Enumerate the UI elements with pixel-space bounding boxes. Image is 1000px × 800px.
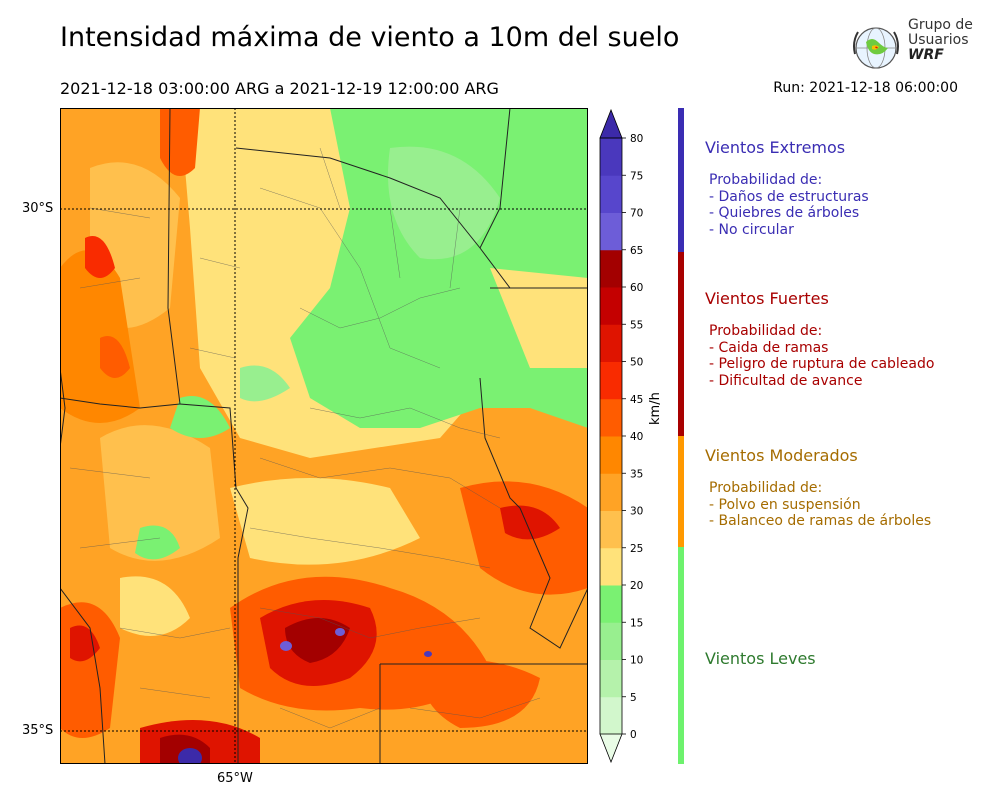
desc-line: Probabilidad de: [709, 480, 823, 496]
colorbar-segment [600, 138, 622, 176]
colorbar-segment [600, 287, 622, 325]
category-desc-fuertes: Probabilidad de: - Caida de ramas - Peli… [709, 323, 934, 389]
colorbar-tick-label: 15 [630, 617, 643, 629]
colorbar-tick-label: 35 [630, 468, 643, 480]
colorbar-tick-label: 0 [630, 729, 637, 741]
lat-label-35s: 35°S [22, 723, 54, 738]
lon-label-65w: 65°W [217, 771, 253, 786]
logo-line-3: WRF [908, 47, 944, 63]
colorbar-tick-label: 5 [630, 692, 637, 704]
wind-map [60, 108, 588, 764]
category-title-extremos: Vientos Extremos [705, 138, 846, 157]
colorbar-segment [600, 659, 622, 698]
map-title: Intensidad máxima de viento a 10m del su… [60, 22, 680, 53]
colorbar-tick-label: 65 [630, 245, 643, 257]
colorbar-tick-label: 40 [630, 431, 643, 443]
colorbar-segment [600, 696, 622, 735]
bar-moderados [678, 436, 684, 547]
desc-line: - Caida de ramas [709, 339, 829, 356]
category-desc-extremos: Probabilidad de: - Daños de estructuras … [709, 172, 869, 238]
colorbar-segment [600, 324, 622, 362]
colorbar: 0 5 10 15 20 25 30 35 40 45 50 55 60 65 70 75 80 [599, 108, 643, 764]
province-borders [60, 108, 588, 764]
colorbar-tick-label: 70 [630, 208, 643, 220]
region-green [290, 108, 588, 428]
bar-fuertes [678, 252, 684, 436]
colorbar-extend-low [599, 733, 623, 764]
colorbar-segment [600, 361, 622, 400]
colorbar-segment [600, 547, 622, 586]
desc-line: - No circular [709, 221, 794, 238]
colorbar-tick-label: 50 [630, 357, 643, 369]
colorbar-tick-label: 10 [630, 655, 643, 667]
colorbar-tick-label: 60 [630, 282, 643, 294]
desc-line: Probabilidad de: [709, 323, 823, 339]
colorbar-segment [600, 436, 622, 474]
colorbar-tick-label: 25 [630, 543, 643, 555]
colorbar-tick-label: 45 [630, 394, 643, 406]
colorbar-segment [600, 212, 622, 251]
colorbar-segment [600, 510, 622, 549]
bar-leves [678, 547, 684, 764]
colorbar-segment [600, 473, 622, 511]
category-title-leves: Vientos Leves [705, 649, 816, 668]
bar-extremos [678, 108, 684, 252]
category-title-fuertes: Vientos Fuertes [705, 289, 829, 308]
desc-line: - Daños de estructuras [709, 188, 869, 205]
logo: Grupo de Usuarios WRF [848, 18, 978, 74]
desc-line: - Polvo en suspensión [709, 496, 861, 513]
desc-line: - Quiebres de árboles [709, 205, 860, 221]
colorbar-tick-label: 75 [630, 170, 643, 182]
colorbar-segment [600, 585, 622, 623]
colorbar-tick-label: 55 [630, 319, 643, 331]
graticule [60, 108, 588, 764]
colorbar-tick-label: 30 [630, 506, 643, 518]
desc-line: - Dificultad de avance [709, 372, 863, 389]
desc-line: - Peligro de ruptura de cableado [709, 356, 935, 372]
category-desc-moderados: Probabilidad de: - Polvo en suspensión -… [709, 480, 931, 530]
logo-line-2: Usuarios [908, 32, 969, 48]
run-time: Run: 2021-12-18 06:00:00 [773, 80, 958, 96]
colorbar-unit: km/h [648, 392, 663, 425]
category-title-moderados: Vientos Moderados [705, 446, 858, 465]
desc-line: - Balanceo de ramas de árboles [709, 513, 932, 529]
colorbar-segment [600, 398, 622, 437]
lat-label-30s: 30°S [22, 201, 54, 216]
colorbar-segment [600, 175, 622, 213]
department-borders [69, 147, 541, 729]
globe-logo-icon [853, 27, 899, 69]
forecast-period: 2021-12-18 03:00:00 ARG a 2021-12-19 12:… [60, 79, 499, 98]
desc-line: Probabilidad de: [709, 172, 823, 188]
colorbar-tick-label: 20 [630, 580, 643, 592]
colorbar-segment [600, 622, 622, 660]
colorbar-tick-label: 80 [630, 133, 643, 145]
logo-line-1: Grupo de [908, 17, 973, 33]
colorbar-extend-high [599, 108, 623, 139]
colorbar-segment [600, 249, 622, 288]
